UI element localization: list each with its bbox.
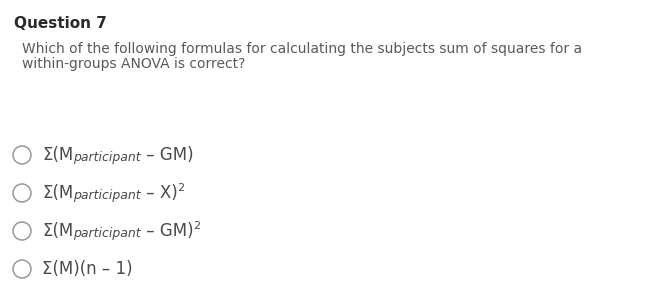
Text: – GM): – GM): [141, 146, 194, 164]
Text: 2: 2: [194, 221, 201, 231]
Text: participant: participant: [73, 151, 141, 164]
Text: Question 7: Question 7: [14, 16, 107, 31]
Text: Σ(M: Σ(M: [42, 146, 73, 164]
Text: Which of the following formulas for calculating the subjects sum of squares for : Which of the following formulas for calc…: [22, 42, 582, 56]
Text: participant: participant: [73, 189, 141, 202]
Text: participant: participant: [73, 227, 141, 240]
Text: 2: 2: [178, 183, 185, 193]
Text: – X): – X): [141, 184, 178, 202]
Text: Σ(M: Σ(M: [42, 222, 73, 240]
Text: Σ(M: Σ(M: [42, 184, 73, 202]
Text: Σ(M)(n – 1): Σ(M)(n – 1): [42, 260, 132, 278]
Text: – GM): – GM): [141, 222, 194, 240]
Text: within-groups ANOVA is correct?: within-groups ANOVA is correct?: [22, 57, 245, 71]
